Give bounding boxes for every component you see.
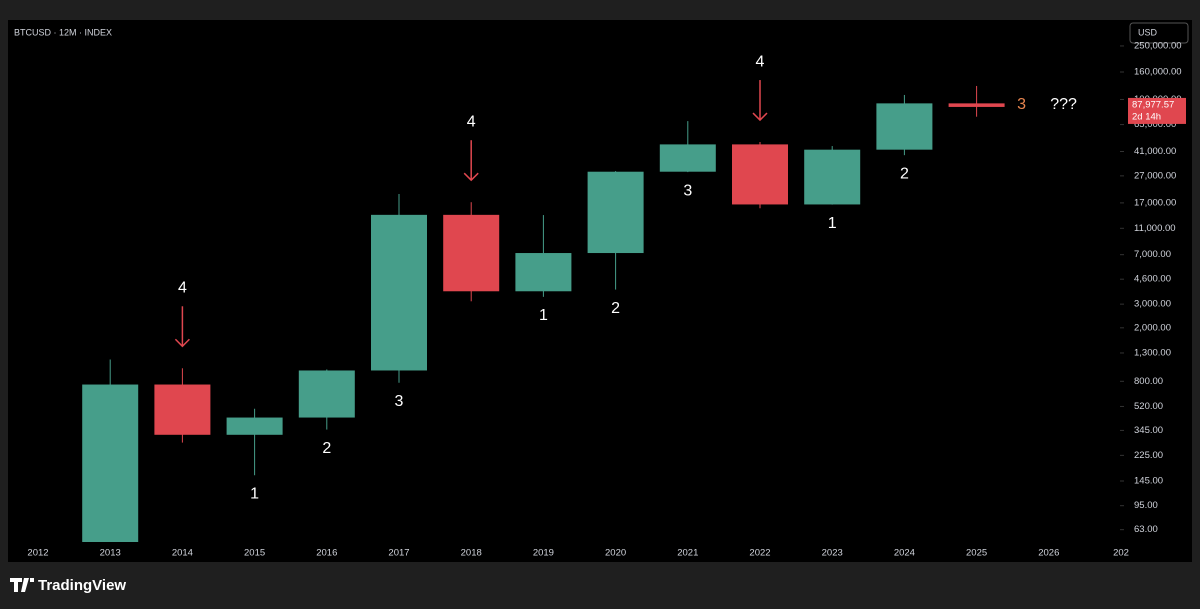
candle-body <box>226 417 283 435</box>
brand-logo <box>10 578 34 592</box>
annotation: 3 <box>683 182 692 199</box>
x-tick-label: 202 <box>1113 548 1129 559</box>
y-tick-label: 27,000.00 <box>1134 170 1176 181</box>
y-tick-label: 17,000.00 <box>1134 197 1176 208</box>
candle-body <box>371 214 427 371</box>
y-tick-label: 7,000.00 <box>1134 249 1171 260</box>
last-price-box <box>1128 97 1186 124</box>
candle-body <box>804 149 861 205</box>
x-tick-label: 2023 <box>822 548 843 559</box>
candle-body <box>154 384 211 435</box>
candle-body <box>443 214 500 292</box>
candle-body <box>298 370 355 418</box>
annotation-arrowhead <box>463 172 479 182</box>
x-tick-label: 2024 <box>894 548 915 559</box>
x-tick-label: 2015 <box>244 548 265 559</box>
currency-box <box>1129 22 1189 44</box>
x-tick-label: 2017 <box>388 548 409 559</box>
y-tick-label: 65,000.00 <box>1134 119 1176 130</box>
plot <box>82 85 1005 542</box>
y-tick-label: 11,000.00 <box>1134 223 1176 234</box>
x-tick-label: 2021 <box>677 548 698 559</box>
candle-body <box>515 253 572 292</box>
y-tick-label: 160,000.00 <box>1134 67 1182 78</box>
y-tick-label: 95.00 <box>1134 500 1158 511</box>
y-tick-label: 145.00 <box>1134 476 1163 487</box>
annotation: 2 <box>322 440 331 457</box>
y-tick-label: 3,000.00 <box>1134 299 1171 310</box>
symbol-label: BTCUSD · 12M · INDEX <box>14 27 112 37</box>
x-tick-label: 2026 <box>1038 548 1059 559</box>
annotation: 3 <box>395 393 404 410</box>
annotation-arrowhead <box>174 338 190 348</box>
x-tick-label: 2012 <box>27 548 48 559</box>
y-tick-label: 345.00 <box>1134 425 1163 436</box>
brand: TradingView <box>10 577 126 594</box>
annotation: 4 <box>467 113 476 130</box>
annotation: 2 <box>611 300 620 317</box>
brand-name: TradingView <box>38 577 126 594</box>
currency-label: USD <box>1138 27 1158 37</box>
annotation-arrowhead <box>752 112 768 122</box>
candle-body <box>732 144 788 205</box>
x-tick-label: 2014 <box>172 548 193 559</box>
candle-body <box>948 103 1005 107</box>
candle-body <box>587 171 644 254</box>
candle-body <box>659 144 716 172</box>
annotation: 1 <box>539 307 548 324</box>
x-tick-label: 2016 <box>316 548 337 559</box>
countdown-label: 2d 14h <box>1132 111 1161 122</box>
y-tick-label: 4,600.00 <box>1134 274 1171 285</box>
y-tick-label: 41,000.00 <box>1134 146 1176 157</box>
candle-body <box>876 103 933 150</box>
annotation: 1 <box>250 485 259 502</box>
y-tick-label: 520.00 <box>1134 401 1163 412</box>
chart-background <box>8 20 1192 562</box>
annotation: 2 <box>900 165 909 182</box>
y-tick-label: 800.00 <box>1134 376 1163 387</box>
annotation: 1 <box>828 215 837 232</box>
y-tick-label: 250,000.00 <box>1134 40 1182 51</box>
annotation: 4 <box>756 53 765 70</box>
y-tick-label: 63.00 <box>1134 524 1158 535</box>
annotation: ??? <box>1050 96 1077 113</box>
candle-body <box>82 384 139 542</box>
annotation: 4 <box>178 279 187 296</box>
x-tick-label: 2013 <box>100 548 121 559</box>
y-tick-label: 1,300.00 <box>1134 347 1171 358</box>
last-price-label: 87,977.57 <box>1132 99 1174 110</box>
y-tick-label: 2,000.00 <box>1134 322 1171 333</box>
y-tick-label: 225.00 <box>1134 450 1163 461</box>
x-tick-label: 2025 <box>966 548 987 559</box>
x-tick-label: 2019 <box>533 548 554 559</box>
x-tick-label: 2018 <box>461 548 482 559</box>
annotation: 3 <box>1017 96 1026 113</box>
x-tick-label: 2022 <box>749 548 770 559</box>
x-tick-label: 2020 <box>605 548 626 559</box>
